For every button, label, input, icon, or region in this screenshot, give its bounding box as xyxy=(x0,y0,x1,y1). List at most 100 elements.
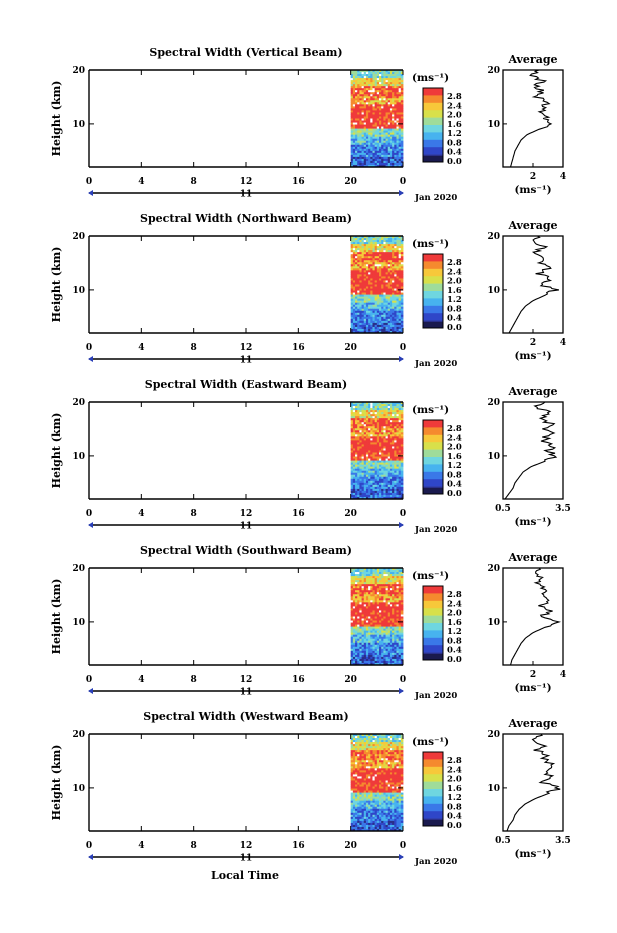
avg-x-tick-label: 2 xyxy=(530,172,536,182)
average-profile-line xyxy=(505,402,556,499)
colorbar-segment xyxy=(423,654,443,660)
x-tick-label: 4 xyxy=(138,675,144,685)
colorbar-label: 0.0 xyxy=(447,655,462,665)
x-tick-label: 20 xyxy=(344,509,357,519)
avg-y-tick-label: 20 xyxy=(487,564,500,574)
colorbar-label: 0.0 xyxy=(447,157,462,167)
y-axis-label: Height (km) xyxy=(50,745,63,821)
avg-y-tick-label: 20 xyxy=(487,232,500,242)
colorbar-segment xyxy=(423,261,443,269)
panel-1: Spectral Width (Vertical Beam) Height (km… xyxy=(50,46,566,203)
x-tick-label: 0 xyxy=(86,177,92,187)
y-axis-label: Height (km) xyxy=(50,579,63,655)
colorbar-segment xyxy=(423,479,443,487)
month-label: Jan 2020 xyxy=(414,691,457,701)
average-frame xyxy=(503,70,563,167)
colorbar-unit-label: (ms⁻¹) xyxy=(412,72,449,84)
x-tick-label: 0 xyxy=(400,343,406,353)
y-axis-label: Height (km) xyxy=(50,413,63,489)
colorbar-segment xyxy=(423,420,443,428)
y-tick-label: 20 xyxy=(72,232,85,242)
x-tick-label: 16 xyxy=(292,675,305,685)
panel-5: Spectral Width (Westward Beam) Height (km… xyxy=(50,710,571,867)
panel-title: Spectral Width (Southward Beam) xyxy=(140,544,352,557)
avg-y-tick-label: 10 xyxy=(487,618,500,628)
heatmap-cells xyxy=(351,236,404,333)
colorbar-segment xyxy=(423,110,443,118)
day-bar-right-arrow xyxy=(399,190,404,196)
panel-title: Spectral Width (Eastward Beam) xyxy=(145,378,347,391)
month-label: Jan 2020 xyxy=(414,525,457,535)
average-profile-line xyxy=(511,568,560,665)
month-label: Jan 2020 xyxy=(414,359,457,369)
colorbar-segment xyxy=(423,254,443,262)
x-tick-label: 0 xyxy=(400,177,406,187)
colorbar-unit-label: (ms⁻¹) xyxy=(412,238,449,250)
x-tick-label: 0 xyxy=(86,343,92,353)
x-tick-label: 4 xyxy=(138,177,144,187)
x-tick-label: 16 xyxy=(292,509,305,519)
heatmap-cells xyxy=(351,70,404,167)
average-xlabel: (ms⁻¹) xyxy=(514,516,551,528)
x-tick-label: 0 xyxy=(400,509,406,519)
colorbar-segment xyxy=(423,488,443,494)
x-tick-label: 8 xyxy=(191,177,197,187)
average-xlabel: (ms⁻¹) xyxy=(514,682,551,694)
panel-title: Spectral Width (Westward Beam) xyxy=(143,710,348,723)
colorbar-segment xyxy=(423,464,443,472)
y-tick-label: 20 xyxy=(72,564,85,574)
average-xlabel: (ms⁻¹) xyxy=(514,184,551,196)
x-tick-label: 4 xyxy=(138,343,144,353)
colorbar-label: 0.0 xyxy=(447,489,462,499)
avg-x-tick-label: 3.5 xyxy=(555,504,571,514)
colorbar-segment xyxy=(423,306,443,314)
average-xlabel: (ms⁻¹) xyxy=(514,350,551,362)
colorbar-segment xyxy=(423,276,443,284)
y-axis-label: Height (km) xyxy=(50,81,63,157)
colorbar-segment xyxy=(423,322,443,328)
colorbar-segment xyxy=(423,132,443,140)
colorbar-segment xyxy=(423,140,443,148)
colorbar-segment xyxy=(423,623,443,631)
x-tick-label: 0 xyxy=(86,675,92,685)
colorbar-segment xyxy=(423,118,443,126)
x-tick-label: 16 xyxy=(292,177,305,187)
average-frame xyxy=(503,402,563,499)
x-tick-label: 0 xyxy=(400,675,406,685)
colorbar-label: 0.0 xyxy=(447,323,462,333)
avg-y-tick-label: 10 xyxy=(487,452,500,462)
colorbar-segment xyxy=(423,284,443,292)
x-tick-label: 12 xyxy=(240,343,253,353)
colorbar-segment xyxy=(423,638,443,646)
colorbar-segment xyxy=(423,435,443,443)
avg-x-tick-label: 0.5 xyxy=(495,504,511,514)
panel-3: Spectral Width (Eastward Beam) Height (km… xyxy=(50,378,571,535)
y-tick-label: 10 xyxy=(72,452,85,462)
panel-2: Spectral Width (Northward Beam)Height (k… xyxy=(50,212,566,369)
avg-y-tick-label: 20 xyxy=(487,66,500,76)
average-frame xyxy=(503,236,563,333)
x-axis-label: Local Time xyxy=(211,869,279,882)
average-frame xyxy=(503,568,563,665)
colorbar-unit-label: (ms⁻¹) xyxy=(412,570,449,582)
colorbar-segment xyxy=(423,147,443,155)
y-tick-label: 10 xyxy=(72,618,85,628)
colorbar-segment xyxy=(423,601,443,609)
colorbar-segment xyxy=(423,125,443,133)
panel-title: Spectral Width (Vertical Beam) xyxy=(149,46,342,59)
x-tick-label: 12 xyxy=(240,509,253,519)
colorbar-segment xyxy=(423,442,443,450)
day-label: 11 xyxy=(240,190,253,200)
colorbar-segment xyxy=(423,427,443,435)
average-title: Average xyxy=(507,551,557,564)
colorbar-segment xyxy=(423,616,443,624)
avg-y-tick-label: 20 xyxy=(487,398,500,408)
x-tick-label: 8 xyxy=(191,675,197,685)
avg-y-tick-label: 10 xyxy=(487,286,500,296)
avg-x-tick-label: 4 xyxy=(560,338,566,348)
y-tick-label: 10 xyxy=(72,286,85,296)
average-profile-line xyxy=(511,70,552,167)
x-tick-label: 20 xyxy=(344,343,357,353)
day-label: 11 xyxy=(240,356,253,366)
